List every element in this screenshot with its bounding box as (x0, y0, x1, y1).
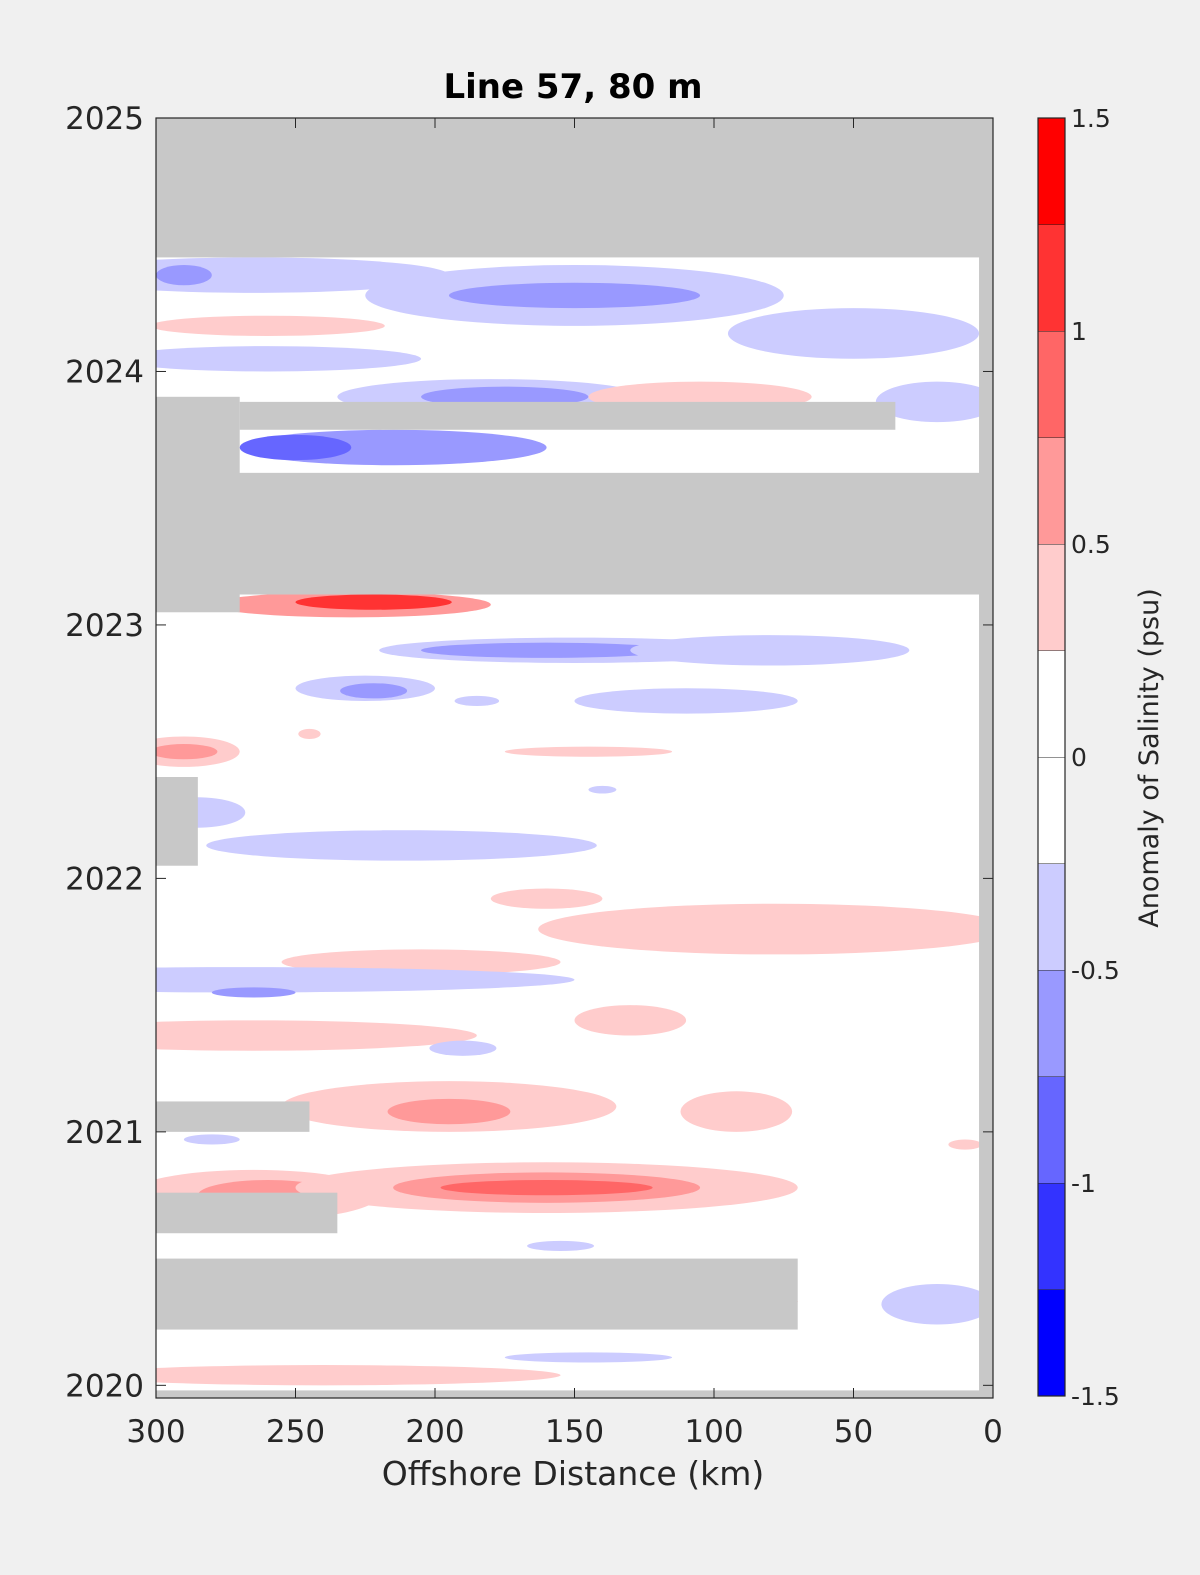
anomaly-patch-3 (448, 282, 701, 309)
colorbar-segment-0 (1038, 1289, 1065, 1396)
missing-region-5 (156, 1101, 310, 1132)
y-axis-ticks: 2020 2021 2022 2023 2024 2025 (65, 101, 993, 1404)
missing-region-8 (979, 118, 993, 1398)
anomaly-patch-52 (504, 1352, 673, 1363)
anomaly-patch-47 (527, 1240, 595, 1251)
anomaly-patch-23 (156, 744, 218, 760)
missing-region-6 (156, 1192, 338, 1234)
x-tick-label: 50 (834, 1414, 873, 1450)
colorbar-tick-label: 0.5 (1071, 530, 1111, 559)
colorbar-tick-label: -1 (1071, 1169, 1096, 1198)
colorbar-tick-label: -1.5 (1071, 1382, 1120, 1411)
anomaly-patch-33 (211, 987, 296, 998)
anomaly-patch-30 (490, 888, 603, 909)
anomaly-patch-5 (156, 315, 385, 336)
missing-region-0 (156, 118, 993, 258)
anomaly-patch-28 (588, 785, 617, 794)
colorbar-segment-10 (1038, 224, 1065, 331)
y-tick-label: 2021 (65, 1115, 144, 1151)
missing-region-4 (156, 777, 198, 866)
colorbar-segment-5 (1038, 757, 1065, 864)
anomaly-patch-12 (239, 434, 352, 461)
colorbar-tick-label: 0 (1071, 743, 1087, 772)
anomaly-patch-4 (727, 308, 980, 359)
anomaly-patch-25 (504, 746, 673, 757)
anomaly-patch-24 (298, 728, 321, 739)
colorbar-segment-3 (1038, 970, 1065, 1077)
colorbar: 1.5 1 0.5 0 -0.5 -1 -1.5 (1037, 104, 1120, 1411)
colorbar-segment-6 (1038, 650, 1065, 757)
anomaly-patch-39 (680, 1091, 793, 1132)
anomaly-patch-1 (156, 265, 212, 286)
colorbar-segment-2 (1038, 1076, 1065, 1183)
anomaly-patch-0 (156, 257, 449, 293)
colorbar-segment-4 (1038, 863, 1065, 970)
anomaly-patch-38 (387, 1098, 511, 1125)
colorbar-label: Anomaly of Salinity (psu) (1134, 588, 1165, 927)
x-tick-label: 200 (405, 1414, 464, 1450)
anomaly-patch-10 (875, 381, 993, 423)
missing-region-2 (156, 396, 240, 613)
anomaly-patch-41 (948, 1139, 982, 1150)
y-tick-label: 2022 (65, 861, 144, 897)
anomaly-patch-36 (429, 1040, 497, 1056)
colorbar-tick-label: 1 (1071, 317, 1087, 346)
x-tick-label: 250 (266, 1414, 325, 1450)
anomaly-patch-21 (574, 688, 798, 714)
colorbar-segment-8 (1038, 437, 1065, 544)
anomaly-patch-29 (538, 903, 993, 955)
anomaly-patch-17 (630, 635, 910, 666)
anomaly-patch-35 (574, 1005, 687, 1036)
missing-data-regions (156, 118, 993, 1398)
x-axis-ticks: 300 250 200 150 100 50 0 (126, 118, 1003, 1450)
missing-region-1 (156, 472, 993, 595)
y-tick-label: 2024 (65, 354, 144, 390)
anomaly-patch-19 (340, 683, 408, 699)
colorbar-segment-7 (1038, 544, 1065, 651)
y-tick-label: 2020 (65, 1368, 144, 1404)
missing-region-7 (156, 1258, 798, 1330)
plot-area (156, 118, 993, 1398)
anomaly-patch-40 (183, 1134, 240, 1145)
x-tick-label: 150 (545, 1414, 604, 1450)
colorbar-tick-label: -0.5 (1071, 956, 1120, 985)
x-tick-label: 0 (983, 1414, 1003, 1450)
anomaly-patch-51 (881, 1283, 993, 1325)
chart-title: Line 57, 80 m (443, 67, 702, 107)
anomaly-patch-27 (206, 830, 597, 861)
missing-region-3 (239, 401, 896, 430)
colorbar-segment-9 (1038, 331, 1065, 438)
anomaly-patch-32 (156, 967, 575, 993)
colorbar-frame (1037, 117, 1066, 1397)
y-tick-label: 2023 (65, 608, 144, 644)
anomaly-patch-34 (156, 1020, 477, 1051)
anomaly-patch-16 (421, 642, 673, 658)
x-tick-label: 300 (126, 1414, 185, 1450)
colorbar-tick-label: 1.5 (1071, 104, 1111, 133)
x-axis-label: Offshore Distance (km) (382, 1454, 764, 1493)
anomaly-patch-6 (156, 346, 422, 372)
anomaly-patch-53 (156, 1365, 561, 1386)
colorbar-segment-11 (1038, 118, 1065, 225)
y-tick-label: 2025 (65, 101, 144, 137)
anomaly-patch-46 (440, 1180, 653, 1196)
anomaly-patch-20 (454, 695, 500, 707)
colorbar-segment-1 (1038, 1183, 1065, 1290)
x-tick-label: 100 (684, 1414, 743, 1450)
anomaly-patch-14 (295, 594, 452, 610)
